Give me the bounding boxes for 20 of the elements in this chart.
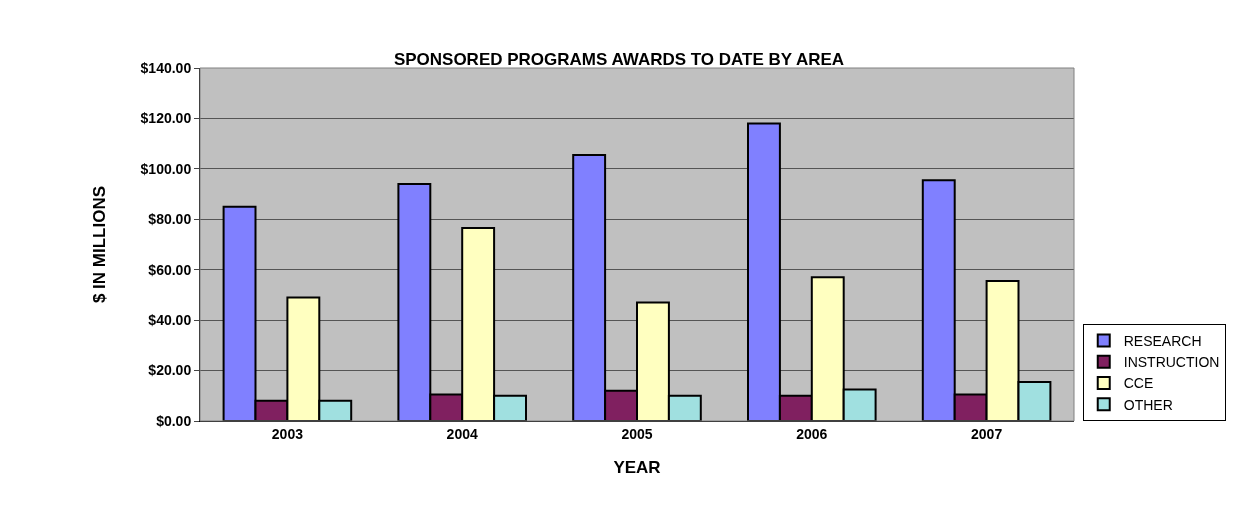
y-tick-label: $120.00 (140, 110, 192, 127)
x-tick-label: 2005 (621, 425, 653, 442)
legend-label: OTHER (1123, 396, 1173, 413)
y-tick-label: $20.00 (148, 362, 192, 379)
y-axis-title: $ IN MILLIONS (90, 185, 110, 304)
x-tick-label: 2006 (796, 425, 828, 442)
y-tick-label: $140.00 (140, 59, 192, 76)
y-tick-label: $80.00 (148, 211, 192, 228)
chart-title: SPONSORED PROGRAMS AWARDS TO DATE BY AREA (393, 50, 845, 69)
legend-label: RESEARCH (1123, 333, 1202, 350)
x-axis-title: YEAR (613, 458, 661, 478)
y-tick-label: $60.00 (148, 261, 192, 278)
legend-label: INSTRUCTION (1123, 354, 1220, 371)
x-tick-label: 2007 (971, 425, 1003, 442)
legend-label: CCE (1123, 375, 1154, 392)
x-tick-label: 2003 (271, 425, 304, 442)
y-tick-label: $40.00 (148, 312, 192, 329)
x-tick-label: 2004 (446, 425, 478, 442)
y-tick-label: $100.00 (140, 160, 192, 177)
y-tick-label: $0.00 (156, 412, 192, 429)
